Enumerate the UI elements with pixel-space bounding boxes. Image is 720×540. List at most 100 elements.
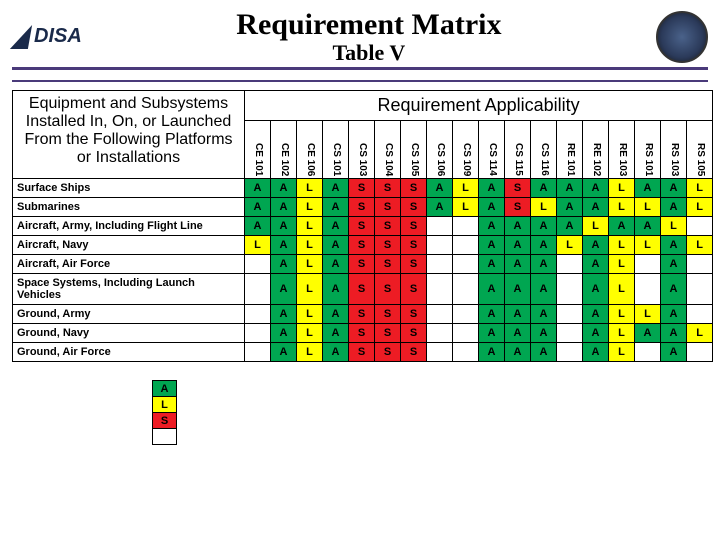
matrix-cell: A xyxy=(271,343,297,362)
row-label: Submarines xyxy=(13,198,245,217)
matrix-cell: L xyxy=(297,305,323,324)
column-header: CS 101 xyxy=(323,121,349,179)
matrix-cell: A xyxy=(635,324,661,343)
matrix-cell: L xyxy=(583,217,609,236)
matrix-cell: S xyxy=(375,236,401,255)
matrix-cell: S xyxy=(349,343,375,362)
header: DISA Requirement Matrix Table V xyxy=(12,8,708,65)
matrix-cell: L xyxy=(687,324,713,343)
matrix-cell: L xyxy=(297,343,323,362)
matrix-cell: A xyxy=(323,236,349,255)
matrix-cell: A xyxy=(505,324,531,343)
matrix-cell: A xyxy=(271,217,297,236)
matrix-cell xyxy=(427,324,453,343)
logo-prism-icon xyxy=(10,25,32,49)
legend-table: ALS xyxy=(152,380,177,445)
matrix-cell xyxy=(453,305,479,324)
matrix-cell: S xyxy=(375,255,401,274)
legend-cell: A xyxy=(153,381,177,397)
matrix-cell: A xyxy=(505,217,531,236)
matrix-cell: L xyxy=(453,198,479,217)
column-header: CS 104 xyxy=(375,121,401,179)
column-header: CE 106 xyxy=(297,121,323,179)
matrix-cell: A xyxy=(661,198,687,217)
column-header: CS 105 xyxy=(401,121,427,179)
matrix-cell: S xyxy=(375,198,401,217)
matrix-cell: A xyxy=(479,324,505,343)
table-row: Aircraft, Air ForceALASSSAAAALA xyxy=(13,255,713,274)
legend-cell: L xyxy=(153,397,177,413)
table-row: Ground, Air ForceALASSSAAAALA xyxy=(13,343,713,362)
column-header: CS 115 xyxy=(505,121,531,179)
matrix-cell: L xyxy=(687,198,713,217)
matrix-cell: L xyxy=(297,324,323,343)
row-label: Ground, Air Force xyxy=(13,343,245,362)
matrix-cell: L xyxy=(245,236,271,255)
matrix-cell xyxy=(453,343,479,362)
matrix-cell xyxy=(427,255,453,274)
matrix-cell: A xyxy=(505,274,531,305)
matrix-cell: A xyxy=(479,305,505,324)
matrix-cell: A xyxy=(323,305,349,324)
matrix-cell: A xyxy=(505,255,531,274)
matrix-cell: A xyxy=(245,198,271,217)
column-header: RE 103 xyxy=(609,121,635,179)
matrix-cell: A xyxy=(479,274,505,305)
matrix-cell: A xyxy=(531,236,557,255)
divider xyxy=(12,67,708,70)
matrix-cell: A xyxy=(557,198,583,217)
matrix-cell: A xyxy=(323,343,349,362)
column-header: RS 101 xyxy=(635,121,661,179)
row-label: Ground, Navy xyxy=(13,324,245,343)
matrix-cell xyxy=(427,274,453,305)
matrix-cell xyxy=(245,343,271,362)
matrix-cell xyxy=(557,343,583,362)
requirement-matrix: Equipment and Subsystems Installed In, O… xyxy=(12,90,713,362)
matrix-cell xyxy=(245,324,271,343)
matrix-cell: S xyxy=(349,236,375,255)
table-row: Surface ShipsAALASSSALASAAALAAL xyxy=(13,179,713,198)
matrix-cell: A xyxy=(323,179,349,198)
matrix-cell xyxy=(635,255,661,274)
matrix-cell: L xyxy=(297,179,323,198)
matrix-cell: S xyxy=(401,198,427,217)
matrix-cell: A xyxy=(271,274,297,305)
matrix-cell: A xyxy=(271,236,297,255)
matrix-cell: A xyxy=(479,255,505,274)
matrix-cell: A xyxy=(531,343,557,362)
matrix-cell: S xyxy=(375,274,401,305)
matrix-cell: L xyxy=(635,198,661,217)
matrix-cell: A xyxy=(271,255,297,274)
matrix-cell: A xyxy=(583,343,609,362)
matrix-cell: L xyxy=(687,179,713,198)
matrix-cell: A xyxy=(635,217,661,236)
matrix-cell xyxy=(557,305,583,324)
matrix-cell xyxy=(245,274,271,305)
matrix-cell xyxy=(687,305,713,324)
matrix-cell: A xyxy=(661,255,687,274)
legend: ALS xyxy=(152,380,708,445)
matrix-cell: S xyxy=(401,343,427,362)
matrix-cell: L xyxy=(297,198,323,217)
matrix-cell: A xyxy=(323,324,349,343)
matrix-cell: S xyxy=(401,255,427,274)
matrix-cell: S xyxy=(505,179,531,198)
matrix-cell: S xyxy=(401,324,427,343)
matrix-cell: A xyxy=(557,179,583,198)
matrix-cell: A xyxy=(479,198,505,217)
matrix-cell: S xyxy=(349,217,375,236)
matrix-cell: A xyxy=(531,179,557,198)
matrix-cell: A xyxy=(531,274,557,305)
matrix-cell xyxy=(557,255,583,274)
matrix-cell: A xyxy=(635,179,661,198)
matrix-cell: L xyxy=(297,217,323,236)
divider xyxy=(12,80,708,82)
matrix-cell: A xyxy=(661,305,687,324)
title-block: Requirement Matrix Table V xyxy=(236,8,501,65)
matrix-cell: S xyxy=(375,217,401,236)
matrix-cell: A xyxy=(583,236,609,255)
matrix-cell: S xyxy=(401,179,427,198)
matrix-cell xyxy=(453,217,479,236)
matrix-cell: L xyxy=(609,255,635,274)
matrix-cell: A xyxy=(271,198,297,217)
